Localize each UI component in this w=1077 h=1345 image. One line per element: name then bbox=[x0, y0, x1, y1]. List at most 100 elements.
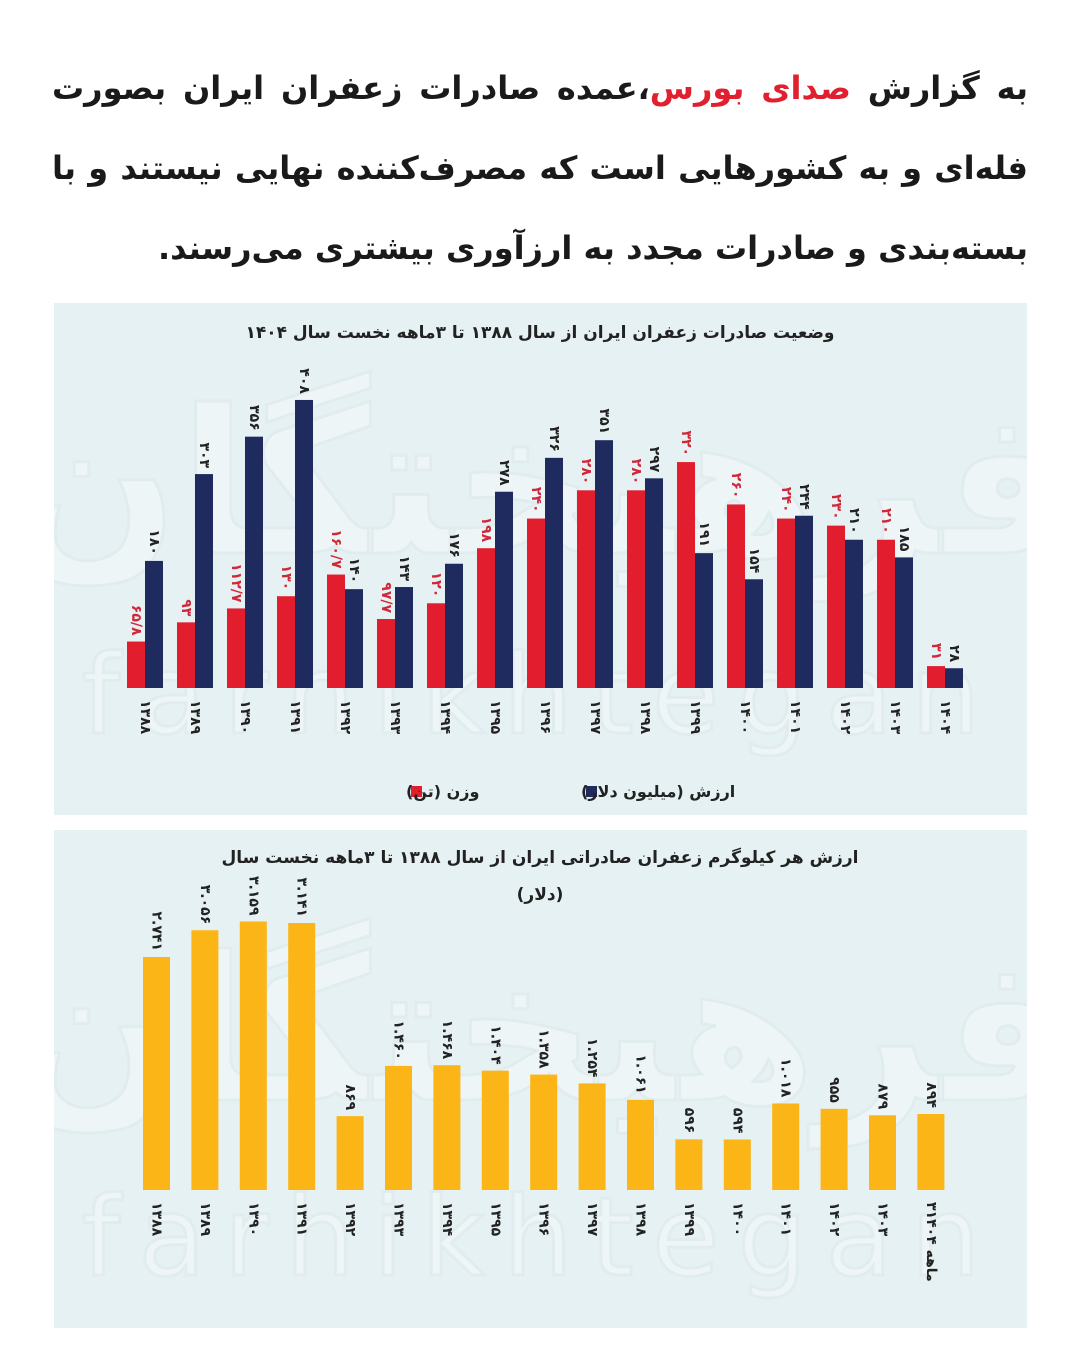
data-label-price: ۱.۴۶۰ bbox=[391, 1020, 407, 1060]
x-tick-label: ۱۳۹۴ bbox=[439, 1202, 455, 1237]
bar-value bbox=[645, 478, 663, 688]
bar-price bbox=[723, 1139, 751, 1190]
bar-weight bbox=[827, 525, 845, 688]
x-tick-label: ۱۳۹۱ bbox=[287, 700, 303, 734]
x-tick-label: ۱۳۹۲ bbox=[342, 1202, 358, 1237]
data-label-weight: ۱۹۸ bbox=[478, 517, 494, 543]
x-tick-label: ۱۳۹۲ bbox=[337, 700, 353, 735]
bar-weight bbox=[477, 548, 495, 688]
bar-weight bbox=[927, 666, 945, 688]
data-label-weight: ۲۱۰ bbox=[878, 508, 894, 534]
bar-weight bbox=[527, 518, 545, 688]
data-label-value: ۱۷۶ bbox=[446, 532, 462, 558]
bar-value bbox=[145, 560, 163, 688]
data-label-value: ۱۹۱ bbox=[696, 522, 712, 548]
bar-value bbox=[945, 668, 963, 688]
data-label-price: ۱.۴۰۴ bbox=[487, 1025, 503, 1065]
x-tick-label: ۱۳۹۷ bbox=[587, 700, 603, 735]
data-label-price: ۳.۱۵۹ bbox=[245, 876, 261, 916]
export-status-chart: فرهیختگان farhikhtegan وضعیت صادرات زعفر… bbox=[54, 303, 1027, 815]
data-label-value: ۲۱۰ bbox=[846, 508, 862, 534]
data-label-price: ۹۵۵ bbox=[826, 1077, 842, 1103]
bar-price bbox=[239, 921, 267, 1190]
bar-value bbox=[445, 563, 463, 688]
data-label-value: ۳۵۱ bbox=[596, 409, 612, 435]
bar-price bbox=[578, 1083, 606, 1190]
bar-price bbox=[530, 1074, 558, 1190]
price-per-kg-chart: فرهیختگان farhikhtegan ارزش هر کیلوگرم ز… bbox=[54, 830, 1027, 1328]
data-label-price: ۱.۳۵۸ bbox=[536, 1029, 552, 1069]
data-label-value: ۱۸۵ bbox=[896, 526, 912, 552]
x-tick-label: ۱۳۹۵ bbox=[487, 700, 503, 735]
bar-weight bbox=[727, 504, 745, 688]
x-tick-label: ۱۳۹۹ bbox=[687, 700, 703, 735]
data-label-weight: ۱۳۰ bbox=[278, 565, 294, 591]
legend-swatch-value bbox=[586, 786, 597, 797]
x-tick-label: ۱۴۰۴ bbox=[937, 700, 953, 735]
bar-price bbox=[385, 1065, 412, 1190]
source-link[interactable]: صدای بورس bbox=[649, 69, 851, 107]
bar-weight bbox=[127, 641, 145, 688]
watermark-latin: farhikhtegan bbox=[82, 1173, 999, 1301]
x-tick-label: ۱۴۰۱ bbox=[778, 1202, 794, 1236]
data-label-price: ۵۹۶ bbox=[681, 1108, 697, 1134]
bar-price bbox=[433, 1065, 461, 1190]
bar-value bbox=[295, 399, 313, 688]
bar-weight bbox=[777, 518, 795, 688]
bar-weight bbox=[277, 596, 295, 688]
x-tick-label: ۱۳۹۸ bbox=[633, 1202, 649, 1237]
data-label-price: ۸۷۹ bbox=[875, 1084, 891, 1110]
x-tick-label: ۱۳۹۹ bbox=[681, 1202, 697, 1237]
x-tick-label: ۳ماهه ۱۴۰۴ bbox=[923, 1202, 939, 1282]
data-label-price: ۲.۷۴۱ bbox=[149, 912, 165, 952]
bar-price bbox=[143, 957, 170, 1190]
bar-value bbox=[595, 440, 613, 688]
chart-title: وضعیت صادرات زعفران ایران از سال ۱۳۸۸ تا… bbox=[246, 323, 835, 343]
x-tick-label: ۱۴۰۰ bbox=[729, 1202, 745, 1236]
bar-price bbox=[288, 923, 316, 1190]
legend-label-value: ارزش (میلیون دلار) bbox=[581, 782, 735, 801]
bar-price bbox=[191, 930, 219, 1190]
bar-weight bbox=[627, 490, 645, 688]
bar-price bbox=[917, 1114, 945, 1190]
bar-weight bbox=[577, 490, 595, 688]
bar-weight bbox=[327, 574, 345, 688]
data-label-weight: ۳۱ bbox=[928, 643, 944, 660]
data-label-weight: ۲۴۰ bbox=[528, 487, 544, 513]
data-label-value: ۱۵۴ bbox=[746, 548, 762, 574]
bar-value bbox=[695, 553, 713, 688]
bar-weight bbox=[677, 462, 695, 688]
x-tick-label: ۱۴۰۳ bbox=[887, 700, 903, 735]
data-label-value: ۲۴۴ bbox=[796, 484, 812, 510]
x-tick-label: ۱۴۰۲ bbox=[837, 700, 853, 735]
x-tick-label: ۱۴۰۰ bbox=[737, 700, 753, 734]
x-tick-label: ۱۳۹۷ bbox=[584, 1202, 600, 1237]
data-label-value: ۳۵۶ bbox=[246, 405, 262, 431]
data-label-value: ۱۴۰ bbox=[346, 558, 362, 584]
bar-price bbox=[481, 1070, 509, 1190]
data-label-price: ۸۹۴ bbox=[923, 1082, 939, 1108]
data-label-value: ۳۰۳ bbox=[196, 442, 212, 468]
data-label-price: ۱.۴۶۸ bbox=[439, 1020, 455, 1060]
data-label-value: ۴۰۸ bbox=[296, 368, 312, 394]
data-label-value: ۲۷۸ bbox=[496, 460, 512, 486]
bar-price bbox=[869, 1115, 896, 1190]
data-label-weight: ۲۴۰ bbox=[778, 487, 794, 513]
bar-price bbox=[820, 1108, 848, 1190]
x-tick-label: ۱۳۹۶ bbox=[536, 1202, 552, 1236]
legend-swatch-weight bbox=[411, 786, 422, 797]
bar-value bbox=[245, 436, 263, 688]
x-tick-label: ۱۳۹۳ bbox=[387, 700, 403, 735]
bar-weight bbox=[177, 622, 195, 688]
x-tick-label: ۱۴۰۳ bbox=[875, 1202, 891, 1237]
bar-price bbox=[627, 1099, 654, 1190]
bar-price bbox=[772, 1103, 800, 1190]
bar-value bbox=[195, 474, 213, 688]
data-label-value: ۱۸۰ bbox=[146, 529, 162, 555]
x-tick-label: ۱۴۰۱ bbox=[787, 700, 803, 734]
data-label-weight: ۱۲۰ bbox=[428, 572, 444, 598]
data-label-weight: ۳۲۰ bbox=[678, 430, 694, 456]
export-status-chart-svg: فرهیختگان farhikhtegan وضعیت صادرات زعفر… bbox=[54, 323, 1027, 801]
data-label-price: ۱.۰۱۸ bbox=[778, 1058, 794, 1098]
data-label-price: ۱.۲۵۴ bbox=[584, 1038, 600, 1078]
